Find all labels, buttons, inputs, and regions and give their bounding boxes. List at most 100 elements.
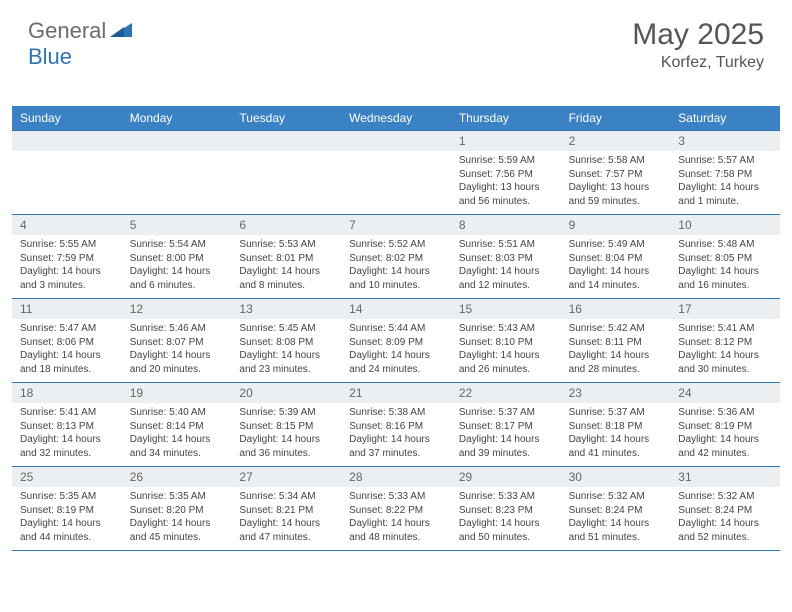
sunrise-text: Sunrise: 5:44 AM xyxy=(349,322,443,336)
day-cell xyxy=(231,151,341,214)
day-cell: Sunrise: 5:47 AMSunset: 8:06 PMDaylight:… xyxy=(12,319,122,382)
daylight-text: Daylight: 14 hours and 36 minutes. xyxy=(239,433,333,460)
day-cell: Sunrise: 5:51 AMSunset: 8:03 PMDaylight:… xyxy=(451,235,561,298)
daylight-text: Daylight: 14 hours and 45 minutes. xyxy=(130,517,224,544)
sunset-text: Sunset: 7:58 PM xyxy=(678,168,772,182)
date-number: 11 xyxy=(12,299,122,319)
sunrise-text: Sunrise: 5:42 AM xyxy=(569,322,663,336)
day-header: Saturday xyxy=(670,106,780,130)
daylight-text: Daylight: 14 hours and 30 minutes. xyxy=(678,349,772,376)
sunrise-text: Sunrise: 5:35 AM xyxy=(130,490,224,504)
daylight-text: Daylight: 14 hours and 34 minutes. xyxy=(130,433,224,460)
sunset-text: Sunset: 8:02 PM xyxy=(349,252,443,266)
daylight-text: Daylight: 14 hours and 39 minutes. xyxy=(459,433,553,460)
sunrise-text: Sunrise: 5:46 AM xyxy=(130,322,224,336)
day-cell: Sunrise: 5:49 AMSunset: 8:04 PMDaylight:… xyxy=(561,235,671,298)
sunset-text: Sunset: 8:20 PM xyxy=(130,504,224,518)
sunset-text: Sunset: 8:11 PM xyxy=(569,336,663,350)
sunrise-text: Sunrise: 5:41 AM xyxy=(20,406,114,420)
day-cell: Sunrise: 5:36 AMSunset: 8:19 PMDaylight:… xyxy=(670,403,780,466)
day-cell: Sunrise: 5:32 AMSunset: 8:24 PMDaylight:… xyxy=(670,487,780,550)
daylight-text: Daylight: 14 hours and 14 minutes. xyxy=(569,265,663,292)
daylight-text: Daylight: 14 hours and 52 minutes. xyxy=(678,517,772,544)
daylight-text: Daylight: 13 hours and 59 minutes. xyxy=(569,181,663,208)
month-title: May 2025 xyxy=(632,18,764,52)
date-number: 22 xyxy=(451,383,561,403)
sunset-text: Sunset: 7:59 PM xyxy=(20,252,114,266)
sunset-text: Sunset: 8:18 PM xyxy=(569,420,663,434)
date-number: 15 xyxy=(451,299,561,319)
date-number-row: 11121314151617 xyxy=(12,298,780,319)
weeks-container: 123Sunrise: 5:59 AMSunset: 7:56 PMDaylig… xyxy=(12,130,780,551)
date-number: 23 xyxy=(561,383,671,403)
daylight-text: Daylight: 14 hours and 8 minutes. xyxy=(239,265,333,292)
date-number: 7 xyxy=(341,215,451,235)
daylight-text: Daylight: 14 hours and 48 minutes. xyxy=(349,517,443,544)
day-cell: Sunrise: 5:42 AMSunset: 8:11 PMDaylight:… xyxy=(561,319,671,382)
date-number-row: 45678910 xyxy=(12,214,780,235)
date-number: 14 xyxy=(341,299,451,319)
day-cell: Sunrise: 5:48 AMSunset: 8:05 PMDaylight:… xyxy=(670,235,780,298)
date-number-row: 123 xyxy=(12,130,780,151)
daylight-text: Daylight: 14 hours and 37 minutes. xyxy=(349,433,443,460)
sunrise-text: Sunrise: 5:51 AM xyxy=(459,238,553,252)
sunset-text: Sunset: 8:19 PM xyxy=(678,420,772,434)
date-number: 5 xyxy=(122,215,232,235)
sunset-text: Sunset: 7:56 PM xyxy=(459,168,553,182)
date-number: 8 xyxy=(451,215,561,235)
detail-row: Sunrise: 5:35 AMSunset: 8:19 PMDaylight:… xyxy=(12,487,780,551)
day-cell: Sunrise: 5:54 AMSunset: 8:00 PMDaylight:… xyxy=(122,235,232,298)
sunset-text: Sunset: 8:22 PM xyxy=(349,504,443,518)
day-cell: Sunrise: 5:58 AMSunset: 7:57 PMDaylight:… xyxy=(561,151,671,214)
daylight-text: Daylight: 14 hours and 41 minutes. xyxy=(569,433,663,460)
daylight-text: Daylight: 14 hours and 20 minutes. xyxy=(130,349,224,376)
sunrise-text: Sunrise: 5:37 AM xyxy=(569,406,663,420)
sunrise-text: Sunrise: 5:45 AM xyxy=(239,322,333,336)
sunset-text: Sunset: 8:17 PM xyxy=(459,420,553,434)
day-cell: Sunrise: 5:35 AMSunset: 8:20 PMDaylight:… xyxy=(122,487,232,550)
detail-row: Sunrise: 5:41 AMSunset: 8:13 PMDaylight:… xyxy=(12,403,780,466)
date-number xyxy=(341,131,451,151)
day-cell: Sunrise: 5:44 AMSunset: 8:09 PMDaylight:… xyxy=(341,319,451,382)
date-number: 3 xyxy=(670,131,780,151)
date-number: 2 xyxy=(561,131,671,151)
date-number: 28 xyxy=(341,467,451,487)
date-number: 1 xyxy=(451,131,561,151)
daylight-text: Daylight: 14 hours and 51 minutes. xyxy=(569,517,663,544)
sunset-text: Sunset: 8:13 PM xyxy=(20,420,114,434)
daylight-text: Daylight: 14 hours and 26 minutes. xyxy=(459,349,553,376)
daylight-text: Daylight: 14 hours and 44 minutes. xyxy=(20,517,114,544)
date-number: 26 xyxy=(122,467,232,487)
date-number: 18 xyxy=(12,383,122,403)
day-cell: Sunrise: 5:41 AMSunset: 8:12 PMDaylight:… xyxy=(670,319,780,382)
sunrise-text: Sunrise: 5:35 AM xyxy=(20,490,114,504)
daylight-text: Daylight: 13 hours and 56 minutes. xyxy=(459,181,553,208)
date-number xyxy=(231,131,341,151)
sunset-text: Sunset: 8:00 PM xyxy=(130,252,224,266)
day-cell: Sunrise: 5:43 AMSunset: 8:10 PMDaylight:… xyxy=(451,319,561,382)
sunrise-text: Sunrise: 5:33 AM xyxy=(459,490,553,504)
day-header: Sunday xyxy=(12,106,122,130)
sunset-text: Sunset: 8:09 PM xyxy=(349,336,443,350)
day-header: Wednesday xyxy=(341,106,451,130)
sunset-text: Sunset: 8:21 PM xyxy=(239,504,333,518)
date-number: 31 xyxy=(670,467,780,487)
daylight-text: Daylight: 14 hours and 32 minutes. xyxy=(20,433,114,460)
sunrise-text: Sunrise: 5:32 AM xyxy=(569,490,663,504)
day-cell: Sunrise: 5:39 AMSunset: 8:15 PMDaylight:… xyxy=(231,403,341,466)
date-number: 25 xyxy=(12,467,122,487)
day-cell: Sunrise: 5:55 AMSunset: 7:59 PMDaylight:… xyxy=(12,235,122,298)
sunrise-text: Sunrise: 5:34 AM xyxy=(239,490,333,504)
sunrise-text: Sunrise: 5:38 AM xyxy=(349,406,443,420)
sunrise-text: Sunrise: 5:32 AM xyxy=(678,490,772,504)
date-number: 13 xyxy=(231,299,341,319)
day-cell: Sunrise: 5:32 AMSunset: 8:24 PMDaylight:… xyxy=(561,487,671,550)
title-block: May 2025 Korfez, Turkey xyxy=(632,18,764,72)
day-header: Tuesday xyxy=(231,106,341,130)
sunset-text: Sunset: 8:16 PM xyxy=(349,420,443,434)
sunrise-text: Sunrise: 5:58 AM xyxy=(569,154,663,168)
day-cell: Sunrise: 5:38 AMSunset: 8:16 PMDaylight:… xyxy=(341,403,451,466)
page-header: General May 2025 Korfez, Turkey xyxy=(0,0,792,80)
date-number: 12 xyxy=(122,299,232,319)
brand-text-1: General xyxy=(28,18,106,44)
